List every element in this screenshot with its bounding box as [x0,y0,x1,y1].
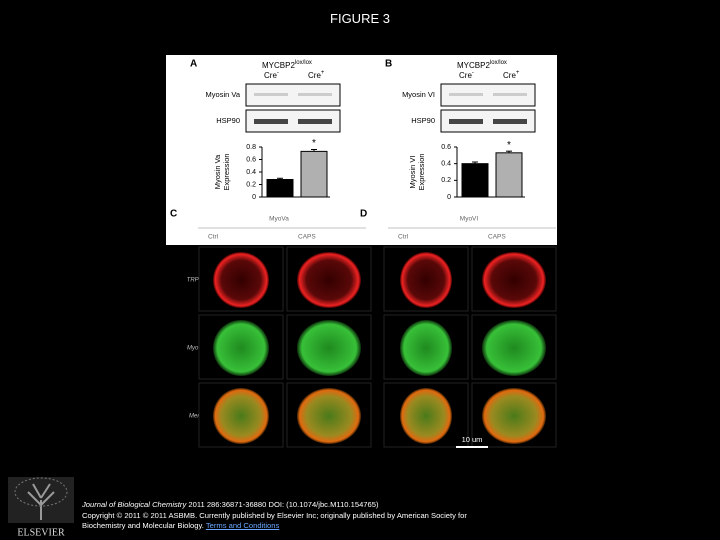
y-tick-label: 0 [447,194,451,201]
group-label: Cre- [264,70,279,81]
panel-label: A [190,59,197,70]
group-name: Cre [308,71,321,80]
y-tick-label: 0.8 [246,144,256,151]
significance: * [507,140,511,151]
significance: * [312,138,316,149]
genotype-sup: lox/lox [490,60,507,66]
group-label: Cre+ [308,70,325,81]
row-label: Myosin [187,346,207,352]
slide-title: FIGURE 3 [330,11,390,26]
group-name: Cre [503,71,516,80]
blot-band [449,119,483,124]
logo-text: ELSEVIER [17,527,65,538]
cell [400,320,452,376]
blot [440,83,536,107]
row-label: Merge [189,414,207,420]
column-label: CAPS [488,234,506,241]
group-sup: + [516,70,520,76]
blot-band [449,93,483,96]
blot [440,109,536,133]
blot-label: HSP90 [411,116,435,125]
terms-link[interactable]: Terms and Conditions [205,521,280,530]
column-label: Ctrl [398,234,409,241]
y-tick-label: 0.4 [441,161,451,168]
cell [297,252,361,308]
scale-bar-label: 10 um [462,435,483,444]
y-axis-label: Myosin Va [213,154,222,189]
cell [482,252,546,308]
bar [461,163,489,198]
genotype-name: MYCBP2 [262,61,295,70]
cell [482,320,546,376]
y-axis-label: Myosin VI [408,156,417,189]
cell [297,320,361,376]
footer: Journal of Biological Chemistry 2011 286… [82,500,512,532]
panel-label: D [360,209,367,220]
cell [213,320,269,376]
bar [300,150,328,198]
bar [495,152,523,198]
blot-label: HSP90 [216,116,240,125]
group-label: Cre+ [503,70,520,81]
group-sup: + [321,70,325,76]
y-tick-label: 0.6 [441,144,451,151]
group-name: Cre [459,71,472,80]
row-label: TRPV1 [187,278,206,284]
image-title: MyoVI [460,216,479,223]
y-tick-label: 0.2 [441,177,451,184]
cell [213,252,269,308]
group-sup: - [277,70,279,76]
blot-band [298,93,332,96]
citation: 2011 286:36871-36880 DOI: (10.1074/jbc.M… [188,500,379,509]
bar [266,179,294,198]
cell [297,388,361,444]
column-label: Ctrl [208,234,219,241]
image-title: MyoVa [269,216,289,223]
cell [400,388,452,444]
y-tick-label: 0 [252,194,256,201]
cell [482,388,546,444]
blot-band [493,93,527,96]
panel-label: C [170,209,177,220]
group-name: Cre [264,71,277,80]
y-tick-label: 0.4 [246,169,256,176]
blot-band [493,119,527,124]
blot-band [298,119,332,124]
copyright: Copyright © 2011 © 2011 ASBMB. Currently… [82,510,467,531]
column-label: CAPS [298,234,316,241]
y-tick-label: 0.2 [246,181,256,188]
genotype-name: MYCBP2 [457,61,490,70]
blot-band [254,119,288,124]
group-sup: - [472,70,474,76]
genotype-sup: lox/lox [295,60,312,66]
panel-label: B [385,59,392,70]
blot [245,109,341,133]
genotype: MYCBP2lox/lox [457,60,507,71]
blot-label: Myosin Va [206,90,241,99]
y-axis-label: Expression [417,153,426,190]
y-axis-label: Expression [222,153,231,190]
journal: Journal of Biological Chemistry [82,500,187,509]
group-label: Cre- [459,70,474,81]
blot [245,83,341,107]
y-tick-label: 0.6 [246,156,256,163]
cell [400,252,452,308]
blot-label: Myosin VI [402,90,435,99]
logo: ELSEVIER [8,477,74,538]
cell [213,388,269,444]
blot-band [254,93,288,96]
genotype: MYCBP2lox/lox [262,60,312,71]
